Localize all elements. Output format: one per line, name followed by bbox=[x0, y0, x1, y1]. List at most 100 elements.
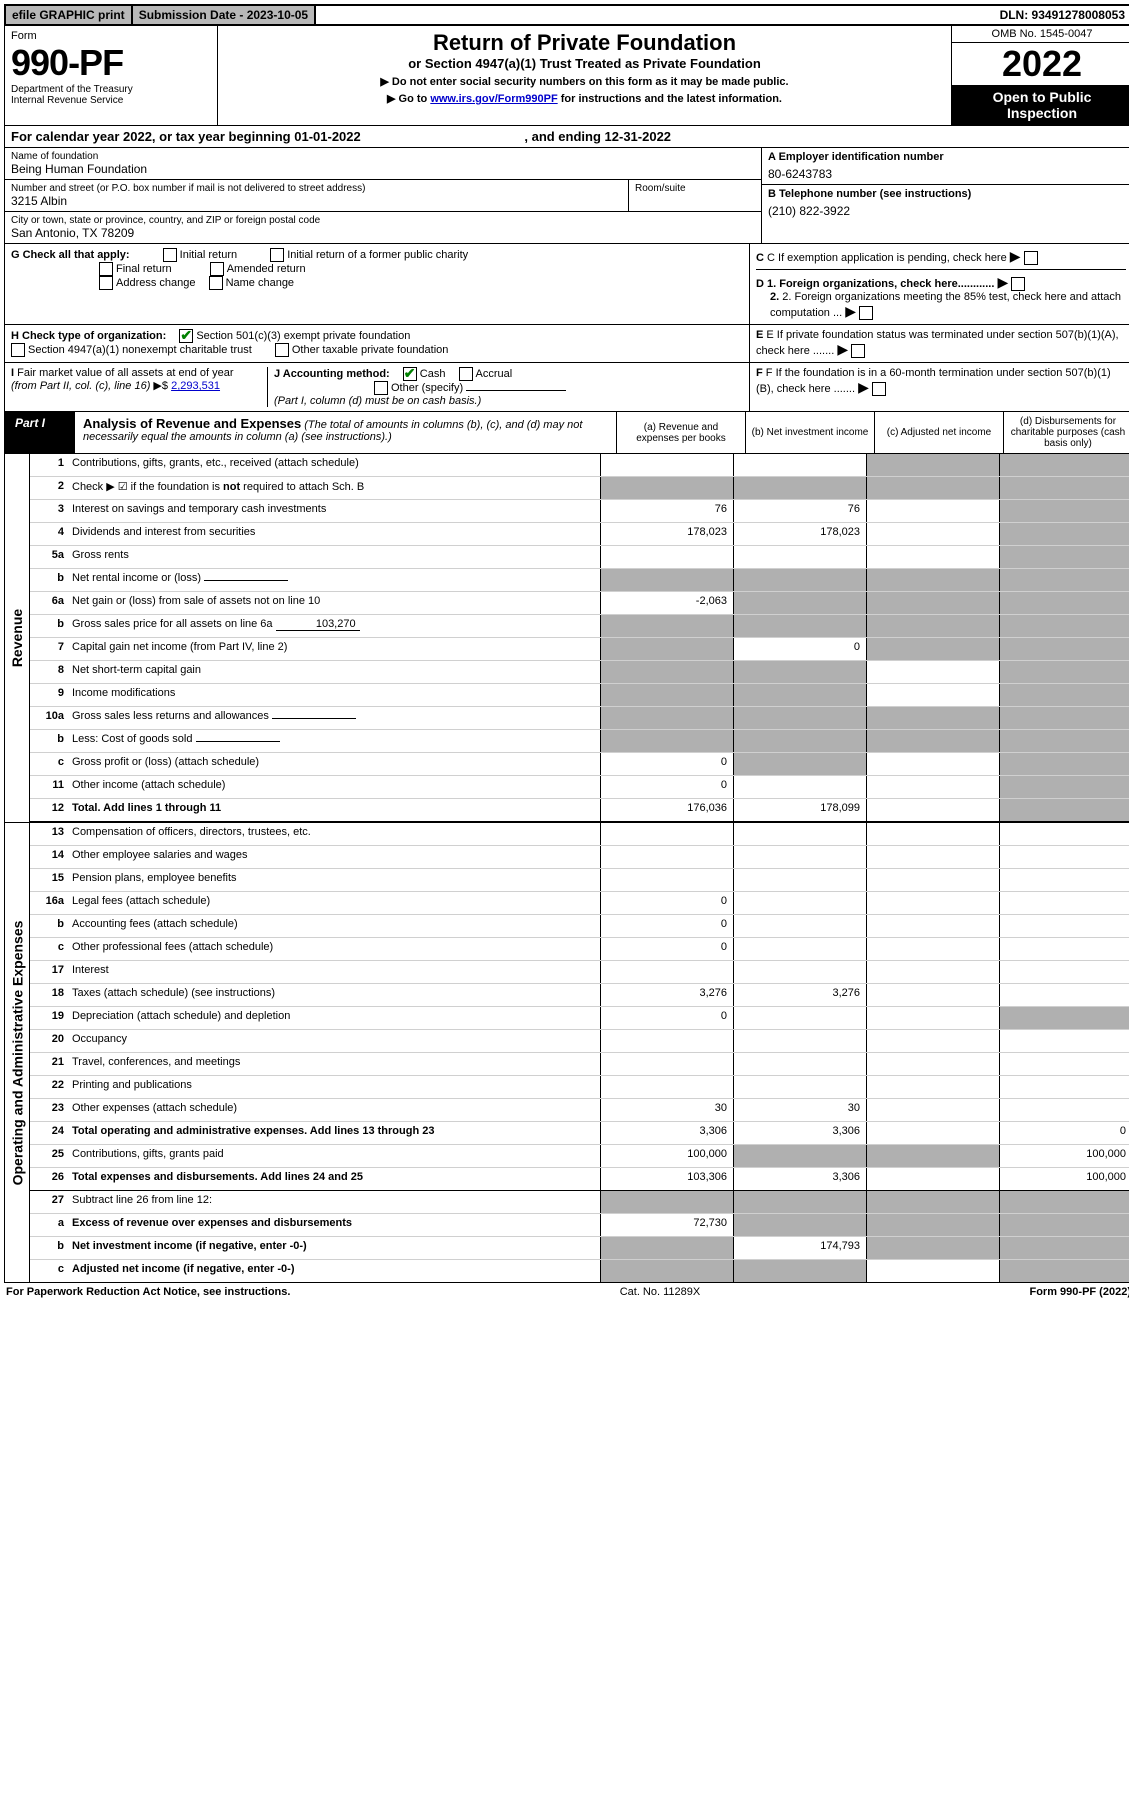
col-a-value: 0 bbox=[600, 938, 733, 960]
info-left: Name of foundation Being Human Foundatio… bbox=[5, 148, 761, 243]
column-headers: (a) Revenue and expenses per books (b) N… bbox=[616, 412, 1129, 453]
col-d-value bbox=[999, 776, 1129, 798]
col-a-value: 0 bbox=[600, 892, 733, 914]
checkbox-d2[interactable] bbox=[859, 306, 873, 320]
checkbox-e[interactable] bbox=[851, 344, 865, 358]
table-row: 3Interest on savings and temporary cash … bbox=[30, 500, 1129, 523]
col-c-value bbox=[866, 1191, 999, 1213]
checkbox-initial-return[interactable] bbox=[163, 248, 177, 262]
col-c-value bbox=[866, 776, 999, 798]
header-left: Form 990-PF Department of the Treasury I… bbox=[5, 26, 218, 125]
section-h-e-row: H Check type of organization: Section 50… bbox=[4, 325, 1129, 363]
phone-cell: B Telephone number (see instructions) (2… bbox=[762, 185, 1129, 221]
table-row: bLess: Cost of goods sold bbox=[30, 730, 1129, 753]
line-description: Net short-term capital gain bbox=[68, 661, 600, 683]
col-b-value bbox=[733, 961, 866, 983]
fmv-value[interactable]: 2,293,531 bbox=[171, 380, 220, 392]
line-number: 16a bbox=[30, 892, 68, 914]
h-opt1: Section 501(c)(3) exempt private foundat… bbox=[196, 330, 410, 342]
table-row: 26Total expenses and disbursements. Add … bbox=[30, 1168, 1129, 1191]
col-b-value bbox=[733, 753, 866, 775]
col-c-value bbox=[866, 1007, 999, 1029]
checkbox-4947[interactable] bbox=[11, 343, 25, 357]
line-description: Legal fees (attach schedule) bbox=[68, 892, 600, 914]
dln-text: DLN: 93491278008053 bbox=[994, 6, 1129, 24]
col-d-value bbox=[999, 477, 1129, 499]
table-row: 24Total operating and administrative exp… bbox=[30, 1122, 1129, 1145]
revenue-section: Revenue 1Contributions, gifts, grants, e… bbox=[4, 454, 1129, 823]
col-b-value: 178,023 bbox=[733, 523, 866, 545]
line-number: b bbox=[30, 915, 68, 937]
irs-link[interactable]: www.irs.gov/Form990PF bbox=[430, 93, 557, 105]
col-c-value bbox=[866, 477, 999, 499]
checkbox-address-change[interactable] bbox=[99, 276, 113, 290]
j-label: J Accounting method: bbox=[274, 368, 390, 380]
checkbox-amended[interactable] bbox=[210, 262, 224, 276]
checkbox-cash[interactable] bbox=[403, 367, 417, 381]
checkbox-other-taxable[interactable] bbox=[275, 343, 289, 357]
col-a-value bbox=[600, 1030, 733, 1052]
revenue-rows: 1Contributions, gifts, grants, etc., rec… bbox=[30, 454, 1129, 822]
line-description: Other professional fees (attach schedule… bbox=[68, 938, 600, 960]
name-label: Name of foundation bbox=[11, 151, 755, 162]
col-d-value bbox=[999, 823, 1129, 845]
col-b-value: 174,793 bbox=[733, 1237, 866, 1259]
checkbox-initial-former[interactable] bbox=[270, 248, 284, 262]
efile-print-button[interactable]: efile GRAPHIC print bbox=[6, 6, 133, 24]
col-b-value bbox=[733, 938, 866, 960]
col-a-value bbox=[600, 477, 733, 499]
col-a-value bbox=[600, 661, 733, 683]
checkbox-name-change[interactable] bbox=[209, 276, 223, 290]
col-a-value: 0 bbox=[600, 776, 733, 798]
line-number: 22 bbox=[30, 1076, 68, 1098]
calyear-pre: For calendar year 2022, or tax year begi… bbox=[11, 129, 294, 144]
checkbox-501c3[interactable] bbox=[179, 329, 193, 343]
foundation-name-cell: Name of foundation Being Human Foundatio… bbox=[5, 148, 761, 180]
ein-value: 80-6243783 bbox=[768, 167, 1126, 181]
line-description: Other income (attach schedule) bbox=[68, 776, 600, 798]
col-a-value: 0 bbox=[600, 915, 733, 937]
table-row: 10aGross sales less returns and allowanc… bbox=[30, 707, 1129, 730]
col-a-value bbox=[600, 1191, 733, 1213]
table-row: 14Other employee salaries and wages bbox=[30, 846, 1129, 869]
checkbox-d1[interactable] bbox=[1011, 277, 1025, 291]
form-subtitle: or Section 4947(a)(1) Trust Treated as P… bbox=[224, 56, 945, 71]
opt-address-change: Address change bbox=[116, 277, 196, 289]
col-d-value bbox=[999, 1053, 1129, 1075]
line-description: Dividends and interest from securities bbox=[68, 523, 600, 545]
col-d-value bbox=[999, 546, 1129, 568]
col-d-value bbox=[999, 1214, 1129, 1236]
submission-date-button[interactable]: Submission Date - 2023-10-05 bbox=[133, 6, 316, 24]
col-c-value bbox=[866, 1237, 999, 1259]
checkbox-other-method[interactable] bbox=[374, 381, 388, 395]
checkbox-f[interactable] bbox=[872, 382, 886, 396]
col-a-value bbox=[600, 823, 733, 845]
checkbox-final-return[interactable] bbox=[99, 262, 113, 276]
checkbox-accrual[interactable] bbox=[459, 367, 473, 381]
f-section: F F If the foundation is in a 60-month t… bbox=[749, 363, 1129, 411]
col-d-value bbox=[999, 592, 1129, 614]
col-b-value: 178,099 bbox=[733, 799, 866, 821]
col-d-value: 0 bbox=[999, 1122, 1129, 1144]
table-row: 1Contributions, gifts, grants, etc., rec… bbox=[30, 454, 1129, 477]
col-b-value bbox=[733, 707, 866, 729]
phone-label: B Telephone number (see instructions) bbox=[768, 188, 1126, 200]
line-number: c bbox=[30, 938, 68, 960]
checkbox-c[interactable] bbox=[1024, 251, 1038, 265]
city-cell: City or town, state or province, country… bbox=[5, 212, 761, 243]
line-number: c bbox=[30, 1260, 68, 1282]
col-c-value bbox=[866, 638, 999, 660]
line-description: Subtract line 26 from line 12: bbox=[68, 1191, 600, 1213]
col-b-value bbox=[733, 1260, 866, 1282]
col-d-value bbox=[999, 1260, 1129, 1282]
col-d-value bbox=[999, 915, 1129, 937]
omb-number: OMB No. 1545-0047 bbox=[952, 26, 1129, 43]
col-c-value bbox=[866, 1260, 999, 1282]
form-header: Form 990-PF Department of the Treasury I… bbox=[4, 26, 1129, 126]
line-description: Printing and publications bbox=[68, 1076, 600, 1098]
part-1-header: Part I Analysis of Revenue and Expenses … bbox=[4, 412, 1129, 454]
col-c-value bbox=[866, 823, 999, 845]
line-description: Gross rents bbox=[68, 546, 600, 568]
form-note-1: ▶ Do not enter social security numbers o… bbox=[224, 75, 945, 88]
line-description: Accounting fees (attach schedule) bbox=[68, 915, 600, 937]
